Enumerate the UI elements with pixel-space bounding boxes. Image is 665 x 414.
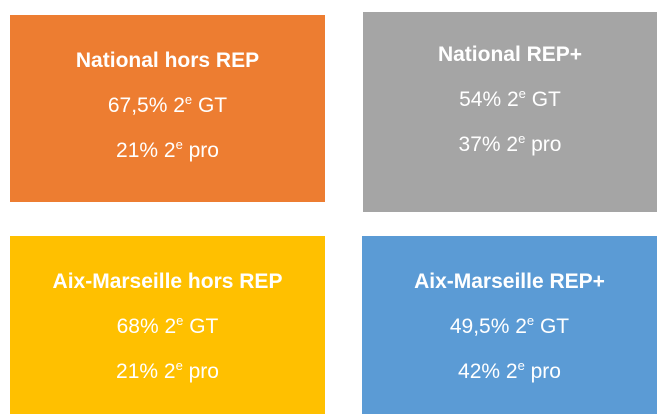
- box-title: National REP+: [437, 43, 583, 66]
- stat-text: 68% 2: [116, 315, 177, 338]
- info-box: National hors REP 67,5% 2e GT 21% 2e pro: [10, 15, 325, 202]
- stat-text: pro: [524, 360, 561, 383]
- stat-text: GT: [183, 315, 219, 338]
- superscript: e: [176, 313, 184, 328]
- stat-text: 21% 2: [116, 360, 176, 383]
- info-box: Aix-Marseille REP+ 49,5% 2e GT 42% 2e pro: [362, 236, 657, 414]
- stat-line: 21% 2e pro: [10, 358, 325, 384]
- stat-text: 49,5% 2: [449, 315, 527, 338]
- box-title: Aix-Marseille hors REP: [52, 270, 283, 293]
- superscript: e: [518, 131, 526, 146]
- superscript: e: [175, 137, 183, 152]
- stat-line: 54% 2e GT: [363, 86, 657, 112]
- stat-line: 49,5% 2e GT: [362, 313, 657, 339]
- stat-line: 42% 2e pro: [362, 358, 657, 384]
- superscript: e: [518, 86, 526, 101]
- stat-text: GT: [534, 315, 570, 338]
- stat-text: 21% 2: [116, 139, 176, 162]
- info-box: Aix-Marseille hors REP 68% 2e GT 21% 2e pr…: [10, 236, 325, 414]
- box-title: Aix-Marseille REP+: [414, 270, 605, 293]
- stat-text: pro: [525, 133, 562, 156]
- superscript: e: [175, 358, 183, 373]
- stat-line: 37% 2e pro: [363, 131, 657, 157]
- stat-text: GT: [192, 94, 228, 117]
- stat-text: 54% 2: [459, 88, 519, 111]
- stat-line: 68% 2e GT: [10, 313, 325, 339]
- superscript: e: [517, 358, 525, 373]
- stat-text: 42% 2: [458, 360, 518, 383]
- box-title: National hors REP: [75, 49, 260, 72]
- info-box: National REP+ 54% 2e GT 37% 2e pro: [363, 12, 657, 212]
- superscript: e: [526, 313, 535, 328]
- stat-line: 21% 2e pro: [10, 137, 325, 163]
- stat-text: GT: [525, 88, 561, 111]
- superscript: e: [184, 92, 193, 107]
- stat-line: 67,5% 2e GT: [10, 92, 325, 118]
- stat-text: 67,5% 2: [107, 94, 185, 117]
- stat-text: 37% 2: [458, 133, 519, 156]
- stat-text: pro: [182, 139, 219, 162]
- stat-text: pro: [182, 360, 219, 383]
